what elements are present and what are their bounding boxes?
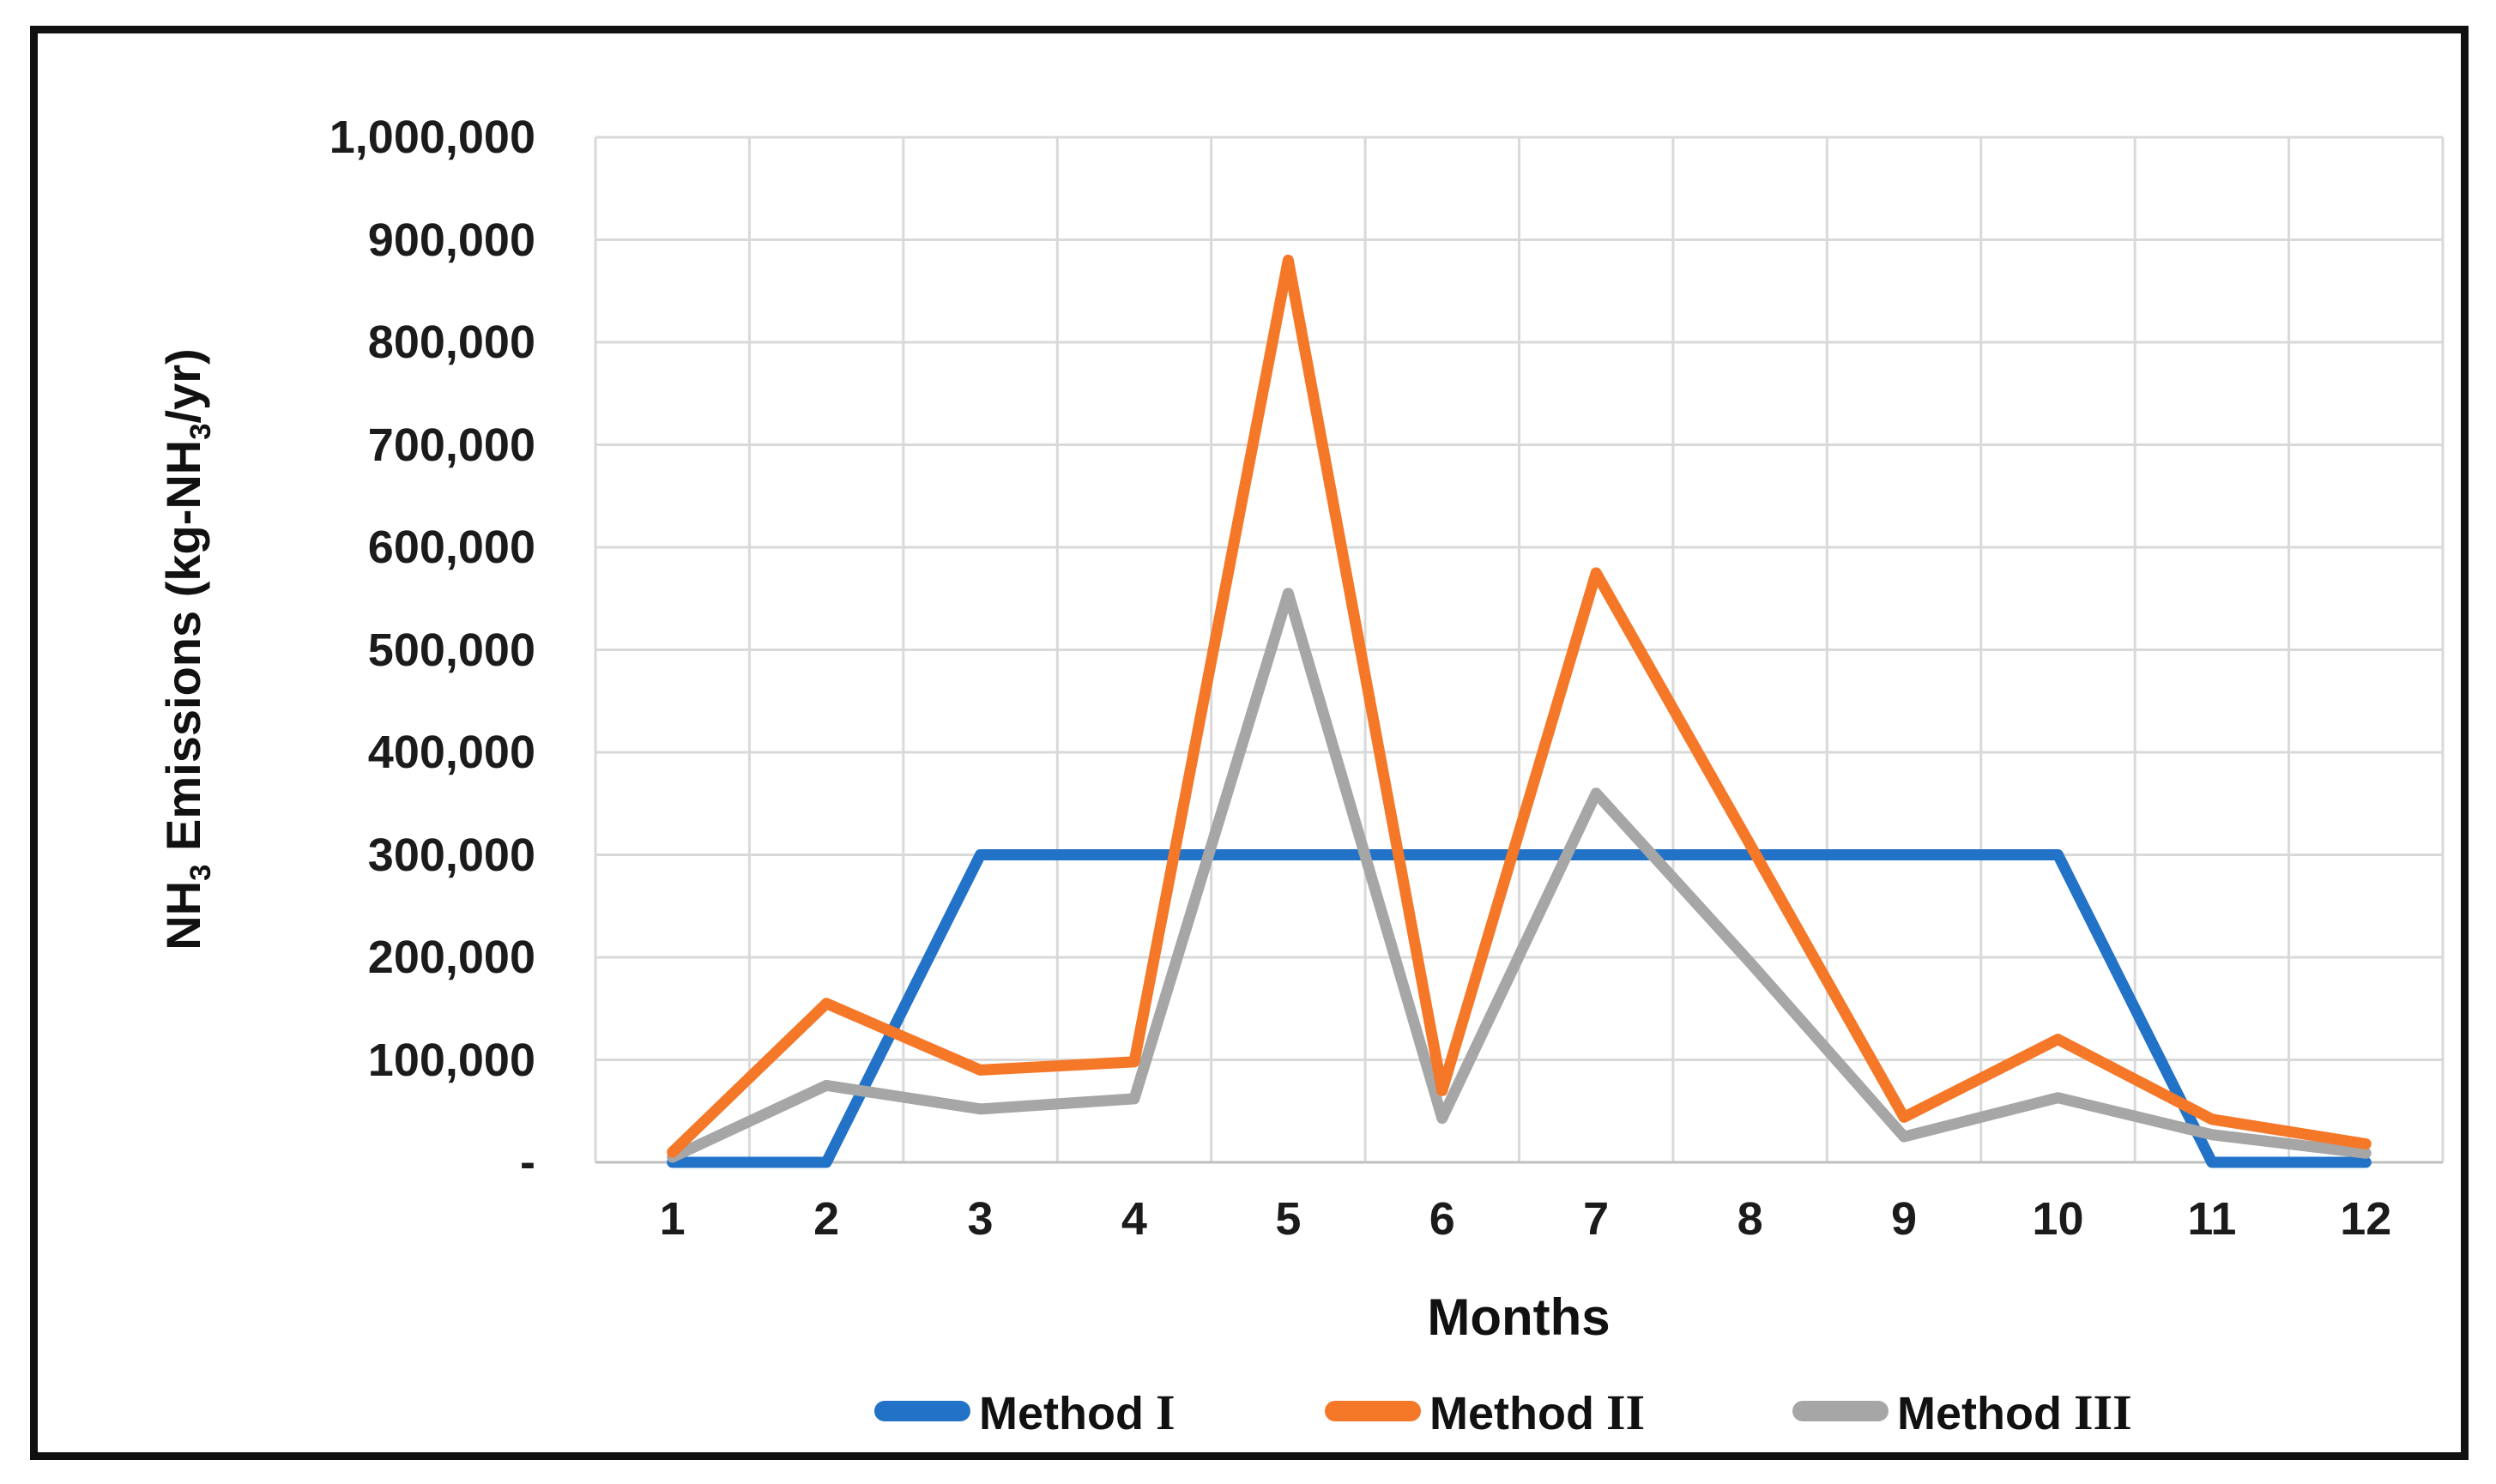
series-line-method-i bbox=[667, 849, 2372, 1168]
series-line-method-ii bbox=[667, 254, 2372, 1158]
x-tick-label: 3 bbox=[967, 1193, 994, 1245]
legend-line-swatch bbox=[1325, 1401, 1421, 1421]
x-tick-label: 7 bbox=[1583, 1193, 1610, 1245]
x-tick-label: 4 bbox=[1121, 1193, 1147, 1245]
y-tick-label: 900,000 bbox=[367, 214, 535, 266]
x-tick-label: 10 bbox=[2032, 1193, 2084, 1245]
legend-line-swatch bbox=[1792, 1401, 1889, 1421]
legend-label: Method II bbox=[1429, 1384, 1646, 1440]
y-tick-label: 100,000 bbox=[367, 1034, 535, 1086]
legend-item: Method II bbox=[1325, 1387, 1645, 1439]
line-chart-plot bbox=[594, 136, 2445, 1168]
series-line-method-iii bbox=[667, 588, 2372, 1163]
y-tick-label: 1,000,000 bbox=[329, 112, 535, 163]
x-tick-label: 8 bbox=[1737, 1193, 1763, 1245]
x-tick-label: 6 bbox=[1429, 1193, 1455, 1245]
x-tick-label: 9 bbox=[1891, 1193, 1918, 1245]
legend-line-swatch bbox=[874, 1401, 970, 1421]
y-tick-label: 700,000 bbox=[367, 419, 535, 471]
legend-item: Method III bbox=[1792, 1387, 2132, 1439]
x-tick-label: 12 bbox=[2340, 1193, 2392, 1245]
x-tick-label: 5 bbox=[1275, 1193, 1302, 1245]
y-tick-label: 500,000 bbox=[367, 624, 535, 676]
figure-border: NH3 Emissions (kg-NH3/yr) -100,000 200,00… bbox=[30, 26, 2469, 1460]
y-tick-label: 300,000 bbox=[367, 829, 535, 881]
y-tick-label: - bbox=[520, 1137, 535, 1188]
y-tick-label: 600,000 bbox=[367, 522, 535, 573]
legend-label: Method III bbox=[1897, 1384, 2132, 1440]
legend-item: Method I bbox=[874, 1387, 1175, 1439]
y-tick-label: 200,000 bbox=[367, 932, 535, 983]
x-axis-title: Months bbox=[1427, 1288, 1611, 1346]
legend-label: Method I bbox=[979, 1384, 1175, 1440]
x-tick-label: 1 bbox=[659, 1193, 686, 1245]
x-tick-label: 2 bbox=[813, 1193, 840, 1245]
y-tick-label: 400,000 bbox=[367, 727, 535, 778]
y-tick-label: 800,000 bbox=[367, 317, 535, 368]
x-tick-label: 11 bbox=[2187, 1193, 2237, 1245]
